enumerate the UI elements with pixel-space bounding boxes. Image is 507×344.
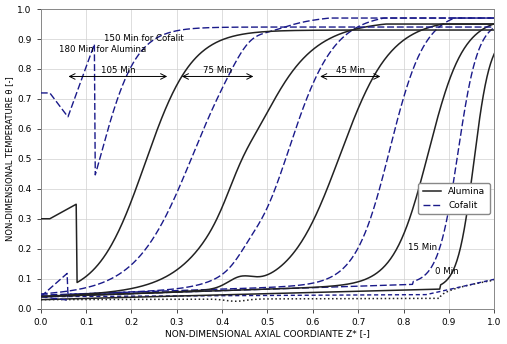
Text: 150 Min for Cofalit: 150 Min for Cofalit [104, 33, 184, 43]
X-axis label: NON-DIMENSIONAL AXIAL COORDIANTE Z* [-]: NON-DIMENSIONAL AXIAL COORDIANTE Z* [-] [165, 330, 370, 338]
Y-axis label: NON-DIMENSIONAL TEMPERATURE θ [-]: NON-DIMENSIONAL TEMPERATURE θ [-] [6, 76, 15, 241]
Text: 15 Min: 15 Min [408, 243, 437, 252]
Text: 180 Min for Alumina: 180 Min for Alumina [59, 45, 146, 54]
Text: 0 Min: 0 Min [436, 267, 459, 276]
Text: 105 Min: 105 Min [100, 66, 135, 75]
Legend: Alumina, Cofalit: Alumina, Cofalit [418, 183, 490, 214]
Text: 75 Min: 75 Min [203, 66, 232, 75]
Text: 45 Min: 45 Min [336, 66, 365, 75]
